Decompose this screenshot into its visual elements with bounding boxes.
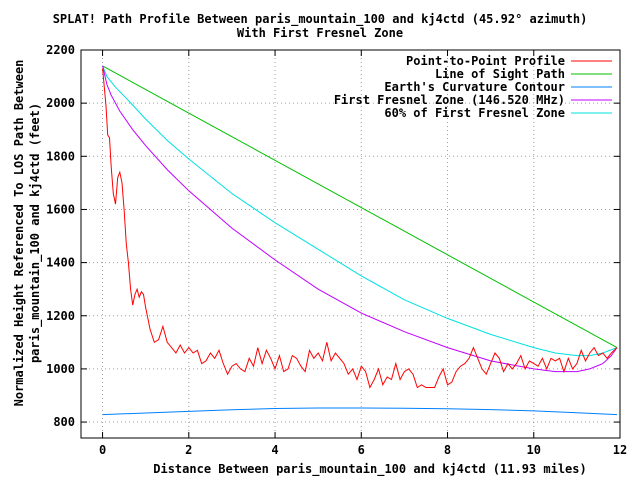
series-fresnel-60-line: [102, 65, 618, 357]
x-tick-label-6: 12: [613, 443, 627, 457]
y-tick-label-4: 1600: [46, 202, 75, 216]
series-curvature-line: [102, 407, 618, 416]
legend-entry-los: Line of Sight Path: [434, 67, 565, 81]
x-tick-label-2: 4: [271, 443, 278, 457]
legend-entry-fresnel: First Fresnel Zone (146.520 MHz): [333, 93, 565, 107]
x-axis-label: Distance Between paris_mountain_100 and …: [153, 462, 587, 476]
x-tick-label-3: 6: [358, 443, 365, 457]
legend-entry-profile: Point-to-Point Profile: [406, 54, 565, 68]
y-axis-label: Normalized Height Referenced To LOS Path…: [12, 45, 42, 420]
x-tick-label-5: 10: [527, 443, 541, 457]
y-axis-label-line-2: paris_mountain_100 and kj4ctd (feet): [28, 102, 42, 363]
x-tick-label-0: 0: [99, 443, 106, 457]
y-tick-label-6: 2000: [46, 96, 75, 110]
series-los-line: [102, 65, 618, 349]
y-axis-label-line-1: Normalized Height Referenced To LOS Path…: [12, 59, 26, 406]
chart-title: SPLAT! Path Profile Between paris_mounta…: [52, 12, 588, 26]
y-tick-label-5: 1800: [46, 149, 75, 163]
y-tick-label-7: 2200: [46, 43, 75, 57]
series-fresnel-line: [102, 65, 618, 373]
chart-subtitle: With First Fresnel Zone: [236, 26, 404, 40]
y-tick-label-1: 1000: [46, 362, 75, 376]
y-tick-label-2: 1200: [46, 309, 75, 323]
series-profile-line: [102, 68, 618, 389]
x-tick-label-4: 8: [444, 443, 451, 457]
y-tick-label-3: 1400: [46, 256, 75, 270]
legend-entry-fresnel-60: 60% of First Fresnel Zone: [384, 106, 565, 120]
x-tick-label-1: 2: [185, 443, 192, 457]
y-tick-label-0: 800: [53, 415, 75, 429]
plot-frame: [80, 49, 621, 439]
legend-entry-curvature: Earth's Curvature Contour: [384, 80, 565, 94]
